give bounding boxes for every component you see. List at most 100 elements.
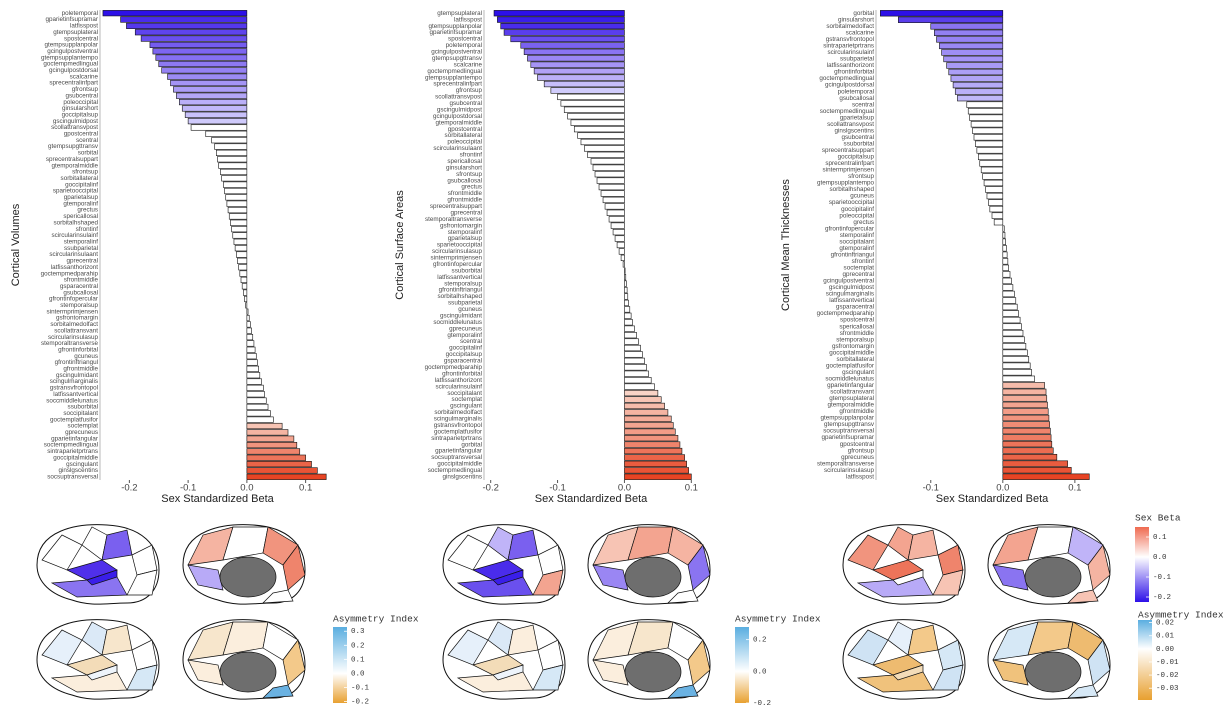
bar (1003, 239, 1006, 245)
colorbar-tick-label: -0.01 (1156, 659, 1179, 667)
bar (223, 182, 247, 188)
bar (216, 150, 247, 156)
bar (212, 137, 247, 143)
brain-view (988, 525, 1110, 604)
bar (230, 220, 246, 226)
bar (992, 213, 1003, 219)
bar (595, 171, 624, 177)
bar (494, 10, 624, 16)
bar (534, 68, 624, 74)
bar (220, 169, 246, 175)
bar (955, 89, 1003, 95)
bar (951, 76, 1003, 82)
bar (247, 474, 326, 480)
x-tick-label: 0.0 (240, 483, 253, 494)
bar (219, 163, 247, 169)
bar (624, 300, 628, 306)
bar (898, 17, 1002, 23)
bar (981, 167, 1003, 173)
medial-wall (625, 557, 681, 597)
x-tick-label: 0.1 (299, 483, 312, 494)
bar (497, 17, 624, 23)
x-tick-label: 0.0 (618, 483, 631, 494)
bar (247, 322, 251, 328)
colorbar-tick-label: -0.1 (1153, 574, 1172, 582)
bar (624, 313, 631, 319)
bar (551, 88, 625, 94)
bar (241, 277, 247, 283)
bar (605, 204, 624, 210)
bar (599, 184, 624, 190)
bar (237, 258, 246, 264)
bar (1003, 389, 1046, 395)
bar (228, 207, 247, 213)
bar (880, 10, 1002, 16)
category-label: latfisspost (846, 473, 874, 480)
brain-view (183, 620, 305, 699)
bar (524, 49, 624, 55)
bar (603, 197, 624, 203)
bar (247, 461, 312, 467)
bar (247, 430, 288, 436)
bar (247, 455, 306, 461)
bar (619, 249, 624, 255)
bar (1003, 245, 1007, 251)
brain-view (588, 620, 710, 699)
colorbar (333, 627, 347, 703)
x-tick-label: 0.1 (685, 483, 698, 494)
bar (624, 274, 625, 280)
bar (176, 93, 247, 99)
bar (215, 144, 247, 150)
bar (564, 107, 624, 113)
colorbar-tick-label: 0.1 (1153, 534, 1167, 542)
brain-view (183, 525, 305, 604)
bar (581, 139, 624, 145)
brain-view (37, 620, 159, 699)
colorbar-tick-label: -0.02 (1156, 672, 1179, 680)
bar (624, 319, 632, 325)
bar (135, 29, 247, 35)
bar (1003, 382, 1045, 388)
bar (1003, 330, 1023, 336)
bar (611, 223, 624, 229)
bar (1003, 402, 1048, 408)
bar (229, 214, 247, 220)
medial-wall (1025, 557, 1081, 597)
bar (235, 245, 247, 251)
bar (188, 118, 247, 124)
bar (156, 55, 247, 61)
bar (624, 287, 627, 293)
bar (527, 55, 624, 61)
bar (624, 268, 625, 274)
bar (975, 141, 1002, 147)
bar (1003, 415, 1049, 421)
bar (247, 372, 260, 378)
x-axis-label: Sex Standardized Beta (161, 493, 274, 505)
bar (234, 239, 247, 245)
medial-wall (1025, 652, 1081, 692)
bar (568, 113, 625, 119)
bar (168, 74, 247, 80)
bar (247, 379, 262, 385)
colorbar-title: Asymmetry Index (735, 614, 821, 625)
bar (1003, 454, 1057, 460)
bar (1003, 265, 1009, 271)
bar (624, 429, 675, 435)
bar (939, 43, 1002, 49)
colorbar-title: Asymmetry Index (1138, 610, 1224, 621)
bar (225, 188, 247, 194)
brain-view (37, 525, 159, 604)
colorbar-tick-label: -0.03 (1156, 685, 1179, 693)
bar (247, 315, 249, 321)
bar (1003, 252, 1007, 258)
bar (247, 411, 271, 417)
colorbar-tick-label: 0.3 (351, 628, 365, 636)
bar (247, 328, 252, 334)
bar (1003, 343, 1026, 349)
brain-view (843, 525, 965, 604)
bar (968, 108, 1003, 114)
colorbar-tick-label: -0.1 (351, 685, 370, 693)
bar (624, 371, 648, 377)
figure: poletemporalgparietinfsupramarlatfisspos… (0, 0, 1228, 706)
bar (980, 161, 1003, 167)
